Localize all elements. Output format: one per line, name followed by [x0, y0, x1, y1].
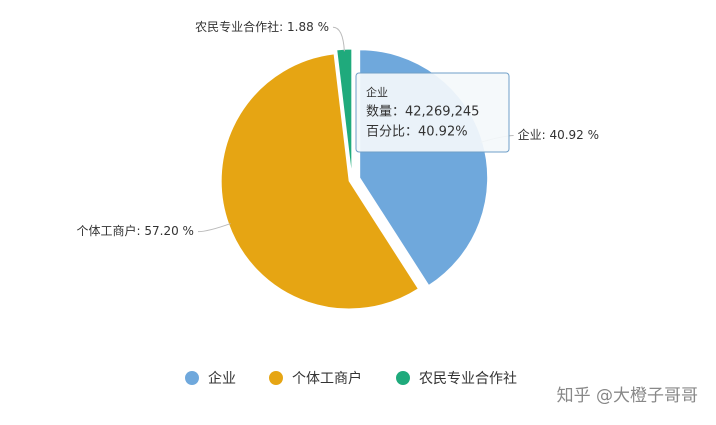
legend-label: 个体工商户	[292, 370, 362, 387]
tooltip-line: 数量：42,269,245	[366, 105, 479, 120]
leader-line	[332, 26, 345, 52]
legend-swatch	[185, 371, 199, 385]
legend-swatch	[269, 371, 283, 385]
tooltip-line: 百分比：40.92%	[366, 125, 468, 140]
leader-line	[197, 223, 231, 233]
legend-label: 农民专业合作社	[419, 371, 517, 387]
legend-swatch	[396, 371, 410, 385]
legend-label: 企业	[208, 370, 236, 387]
tooltip-box	[355, 72, 510, 153]
pie	[197, 26, 514, 310]
tooltip: 企业 数量：42,269,245 百分比：40.92%	[355, 72, 510, 153]
data-label: 个体工商户: 57.20 %	[77, 223, 194, 238]
tooltip-title: 企业	[366, 85, 388, 99]
data-label: 农民专业合作社: 1.88 %	[195, 19, 329, 34]
data-label: 企业: 40.92 %	[518, 127, 599, 142]
watermark: 知乎 @大橙子哥哥	[557, 386, 698, 406]
